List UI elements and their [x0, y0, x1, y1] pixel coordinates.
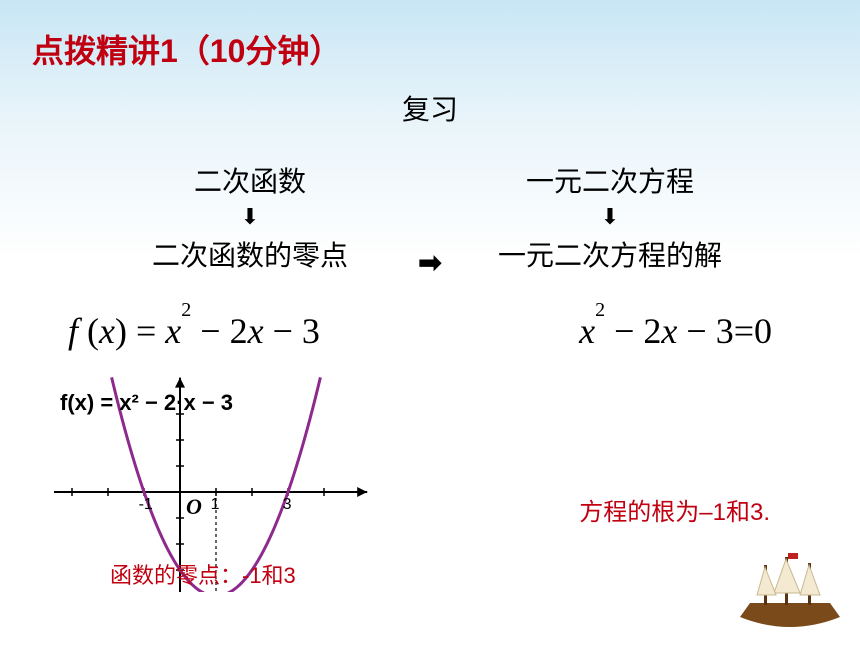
right-concept-1: 一元二次方程 — [420, 160, 800, 200]
left-formula: f (x) = x2 − 2x − 3 — [68, 310, 320, 352]
left-column: 二次函数 ⬇ 二次函数的零点 — [60, 160, 440, 280]
left-concept-2: 二次函数的零点 — [60, 234, 440, 274]
left-concept-1: 二次函数 — [60, 160, 440, 200]
tick-label: 1 — [211, 496, 220, 514]
right-column: 一元二次方程 ⬇ 一元二次方程的解 — [420, 160, 800, 280]
tick-label: -1 — [139, 496, 153, 514]
zeros-caption: 函数的零点：-1和3 — [110, 558, 296, 590]
right-arrow-icon: ➡ — [418, 246, 441, 279]
slide-subtitle: 复习 — [402, 88, 458, 128]
tick-label: 3 — [283, 496, 292, 514]
roots-caption: 方程的根为–1和3. — [579, 492, 770, 527]
ship-icon — [730, 539, 850, 639]
right-concept-2: 一元二次方程的解 — [420, 234, 800, 274]
down-arrow-icon: ⬇ — [420, 206, 800, 228]
chart-inset-formula: f(x) = x² − 2·x − 3 — [60, 390, 233, 416]
origin-label: O — [186, 494, 202, 520]
slide-title: 点拨精讲1（10分钟） — [32, 26, 341, 72]
right-formula: x2 − 2x − 3=0 — [579, 310, 772, 352]
down-arrow-icon: ⬇ — [60, 206, 440, 228]
